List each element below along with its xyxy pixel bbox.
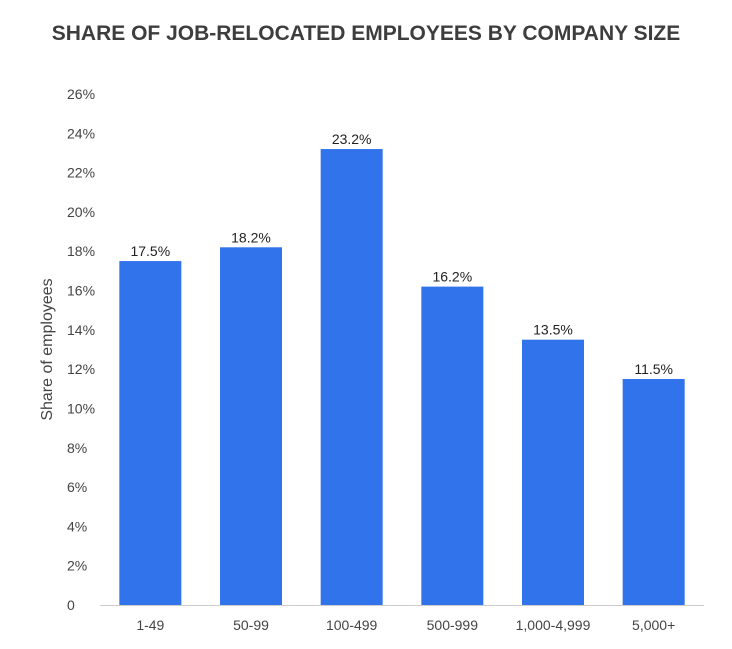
x-tick-label: 50-99 bbox=[233, 617, 269, 633]
x-tick-label: 1-49 bbox=[136, 617, 164, 633]
y-axis-label: Share of employees bbox=[39, 278, 56, 420]
y-tick-label: 12% bbox=[67, 361, 95, 377]
y-tick-label: 18% bbox=[67, 243, 95, 259]
y-tick-label: 8% bbox=[67, 440, 87, 456]
bar-value-label: 17.5% bbox=[130, 243, 170, 259]
bar-value-label: 16.2% bbox=[432, 269, 472, 285]
bar-value-labels: 17.5% 18.2% 23.2% 16.2% 13.5% 11.5% bbox=[130, 131, 673, 377]
bar bbox=[320, 149, 383, 605]
x-axis-ticks: 1-49 50-99 100-499 500-999 1,000-4,999 5,000+ bbox=[136, 617, 675, 633]
chart-title: SHARE OF JOB-RELOCATED EMPLOYEES BY COMP… bbox=[51, 22, 681, 45]
y-tick-label: 22% bbox=[67, 165, 95, 181]
bar-value-label: 18.2% bbox=[231, 229, 271, 245]
bar-value-label: 11.5% bbox=[634, 361, 673, 377]
bar bbox=[421, 286, 484, 605]
y-tick-label: 4% bbox=[67, 518, 87, 534]
y-tick-label: 14% bbox=[67, 322, 95, 338]
y-tick-label: 0 bbox=[67, 597, 75, 613]
y-tick-label: 26% bbox=[67, 86, 95, 102]
y-tick-label: 16% bbox=[67, 283, 95, 299]
y-axis-ticks: 0 2% 4% 6% 8% 10% 12% 14% 16% 18% 20% 22% 24% 26% bbox=[67, 86, 95, 613]
y-tick-label: 10% bbox=[67, 400, 95, 416]
bar bbox=[622, 378, 685, 605]
x-tick-label: 1,000-4,999 bbox=[516, 617, 591, 633]
bar-value-label: 13.5% bbox=[533, 322, 573, 338]
bar bbox=[522, 339, 584, 605]
bar-value-label: 23.2% bbox=[332, 131, 372, 147]
bar bbox=[119, 261, 182, 605]
x-tick-label: 500-999 bbox=[427, 617, 479, 633]
x-tick-label: 5,000+ bbox=[632, 617, 675, 633]
bar bbox=[220, 247, 282, 606]
y-tick-label: 20% bbox=[67, 204, 95, 220]
y-tick-label: 2% bbox=[67, 558, 87, 574]
y-tick-label: 6% bbox=[67, 479, 87, 495]
x-tick-label: 100-499 bbox=[326, 617, 378, 633]
bars bbox=[119, 149, 685, 606]
y-tick-label: 24% bbox=[67, 125, 95, 141]
